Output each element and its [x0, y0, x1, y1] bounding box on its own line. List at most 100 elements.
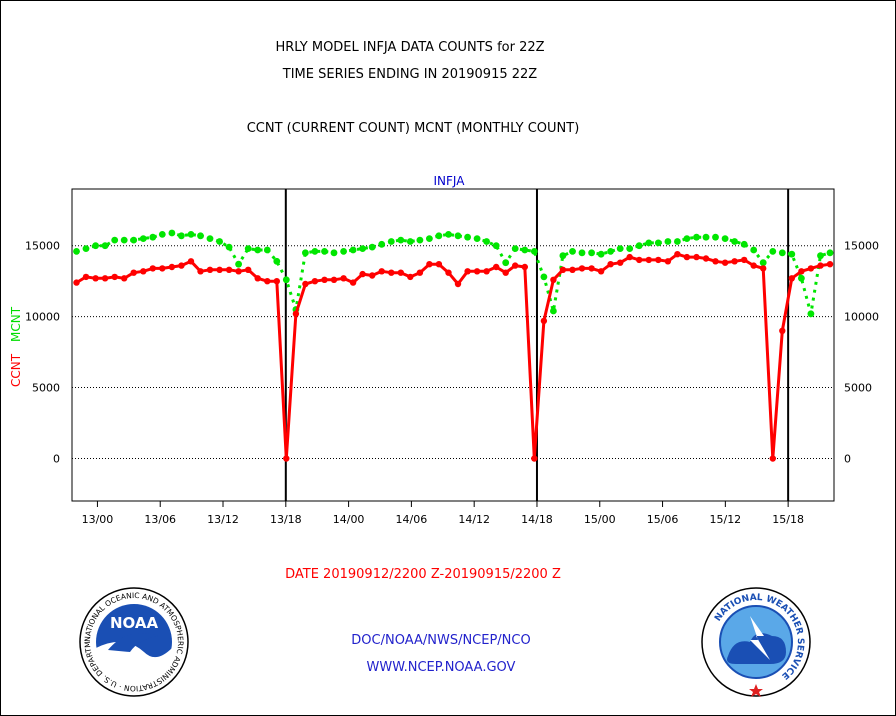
data-point-mcnt: [73, 248, 80, 255]
data-point-ccnt: [178, 262, 185, 269]
data-point-ccnt: [502, 269, 509, 276]
data-point-mcnt: [731, 238, 738, 245]
data-point-ccnt: [292, 310, 300, 317]
ytick-label-left: 10000: [25, 311, 60, 324]
xtick-label: 15/18: [772, 513, 804, 526]
plot-area: 0 0 5000 5000 10000 10000 15000 15000 13/00 13/06…: [25, 188, 879, 526]
data-point-mcnt: [378, 240, 386, 248]
data-point-mcnt: [588, 249, 595, 257]
data-point-ccnt: [168, 263, 176, 271]
ytick-label-right: 10000: [844, 311, 879, 324]
data-point-ccnt: [607, 261, 614, 268]
data-point-ccnt: [702, 255, 710, 262]
ytick-label-left: 15000: [25, 240, 60, 253]
data-point-ccnt: [798, 268, 805, 275]
data-point-mcnt: [197, 232, 204, 240]
data-point-mcnt: [340, 248, 347, 255]
data-point-mcnt: [559, 252, 567, 260]
data-point-mcnt: [349, 246, 357, 254]
org-line: DOC/NOAA/NWS/NCEP/NCO: [351, 633, 530, 648]
data-point-ccnt: [206, 266, 214, 273]
data-point-mcnt: [778, 249, 786, 257]
data-point-ccnt: [807, 265, 815, 272]
data-point-ccnt: [416, 269, 424, 276]
data-point-mcnt: [406, 238, 414, 245]
data-point-ccnt: [254, 275, 261, 282]
title-line-1: HRLY MODEL INFJA DATA COUNTS for 22Z: [275, 40, 544, 55]
data-point-mcnt: [330, 249, 338, 257]
data-point-mcnt: [664, 238, 672, 245]
data-point-ccnt: [664, 258, 672, 265]
data-point-mcnt: [511, 245, 519, 253]
data-point-ccnt: [197, 268, 204, 275]
data-point-mcnt: [464, 233, 471, 241]
data-point-mcnt: [550, 307, 557, 315]
data-point-ccnt: [531, 455, 538, 462]
url-line: WWW.NCEP.NOAA.GOV: [367, 660, 516, 675]
data-point-ccnt: [235, 268, 242, 275]
data-point-mcnt: [82, 245, 90, 253]
data-point-mcnt: [158, 231, 166, 238]
data-point-ccnt: [388, 269, 395, 276]
data-point-mcnt: [473, 235, 481, 243]
data-point-mcnt: [750, 246, 758, 254]
data-point-ccnt: [464, 268, 471, 275]
data-point-ccnt: [769, 455, 776, 462]
data-point-ccnt: [330, 276, 338, 283]
data-point-mcnt: [206, 235, 214, 243]
ylabel-mcnt: MCNT: [9, 306, 23, 342]
data-point-mcnt: [702, 233, 710, 241]
title-line-2: TIME SERIES ENDING IN 20190915 22Z: [282, 67, 538, 82]
data-point-mcnt: [807, 310, 815, 318]
data-point-ccnt: [397, 269, 404, 276]
data-point-ccnt: [140, 268, 147, 275]
ytick-label-right: 5000: [844, 382, 872, 395]
data-point-ccnt: [130, 269, 137, 276]
data-point-ccnt: [578, 265, 586, 272]
data-point-mcnt: [111, 236, 119, 244]
data-point-ccnt: [540, 317, 548, 325]
data-point-mcnt: [798, 274, 805, 282]
data-point-ccnt: [512, 262, 519, 269]
data-point-ccnt: [149, 265, 156, 272]
data-point-ccnt: [349, 279, 357, 286]
data-point-ccnt: [674, 251, 681, 258]
data-point-ccnt: [121, 275, 128, 282]
ytick-label-right: 15000: [844, 240, 879, 253]
data-point-ccnt: [550, 276, 557, 283]
data-point-ccnt: [159, 265, 166, 272]
data-point-mcnt: [674, 238, 681, 245]
data-point-mcnt: [578, 249, 586, 257]
data-point-ccnt: [760, 265, 767, 272]
data-point-ccnt: [521, 263, 528, 271]
xtick-label: 13/00: [82, 513, 114, 526]
data-point-ccnt: [559, 266, 567, 273]
data-point-mcnt: [635, 242, 643, 250]
data-point-mcnt: [740, 240, 748, 248]
data-point-mcnt: [387, 238, 395, 245]
data-point-mcnt: [302, 249, 309, 257]
data-point-ccnt: [92, 275, 99, 282]
data-point-mcnt: [92, 242, 99, 250]
data-point-mcnt: [426, 235, 433, 243]
data-point-mcnt: [216, 238, 224, 245]
data-point-ccnt: [302, 280, 309, 288]
data-point-mcnt: [788, 250, 796, 258]
data-point-mcnt: [397, 236, 405, 244]
xtick-label: 15/06: [647, 513, 679, 526]
data-point-ccnt: [569, 266, 576, 273]
noaa-logo-text: NOAA: [110, 614, 159, 632]
data-point-mcnt: [416, 236, 424, 244]
xtick-label: 14/00: [333, 513, 365, 526]
data-point-mcnt: [654, 239, 662, 247]
data-point-ccnt: [311, 278, 319, 285]
data-point-ccnt: [454, 280, 462, 288]
xtick-label: 14/12: [458, 513, 490, 526]
data-point-mcnt: [368, 243, 376, 251]
data-point-ccnt: [683, 253, 691, 261]
data-point-mcnt: [454, 232, 462, 240]
data-point-ccnt: [245, 266, 252, 273]
data-point-ccnt: [216, 266, 223, 273]
data-point-mcnt: [254, 246, 262, 254]
